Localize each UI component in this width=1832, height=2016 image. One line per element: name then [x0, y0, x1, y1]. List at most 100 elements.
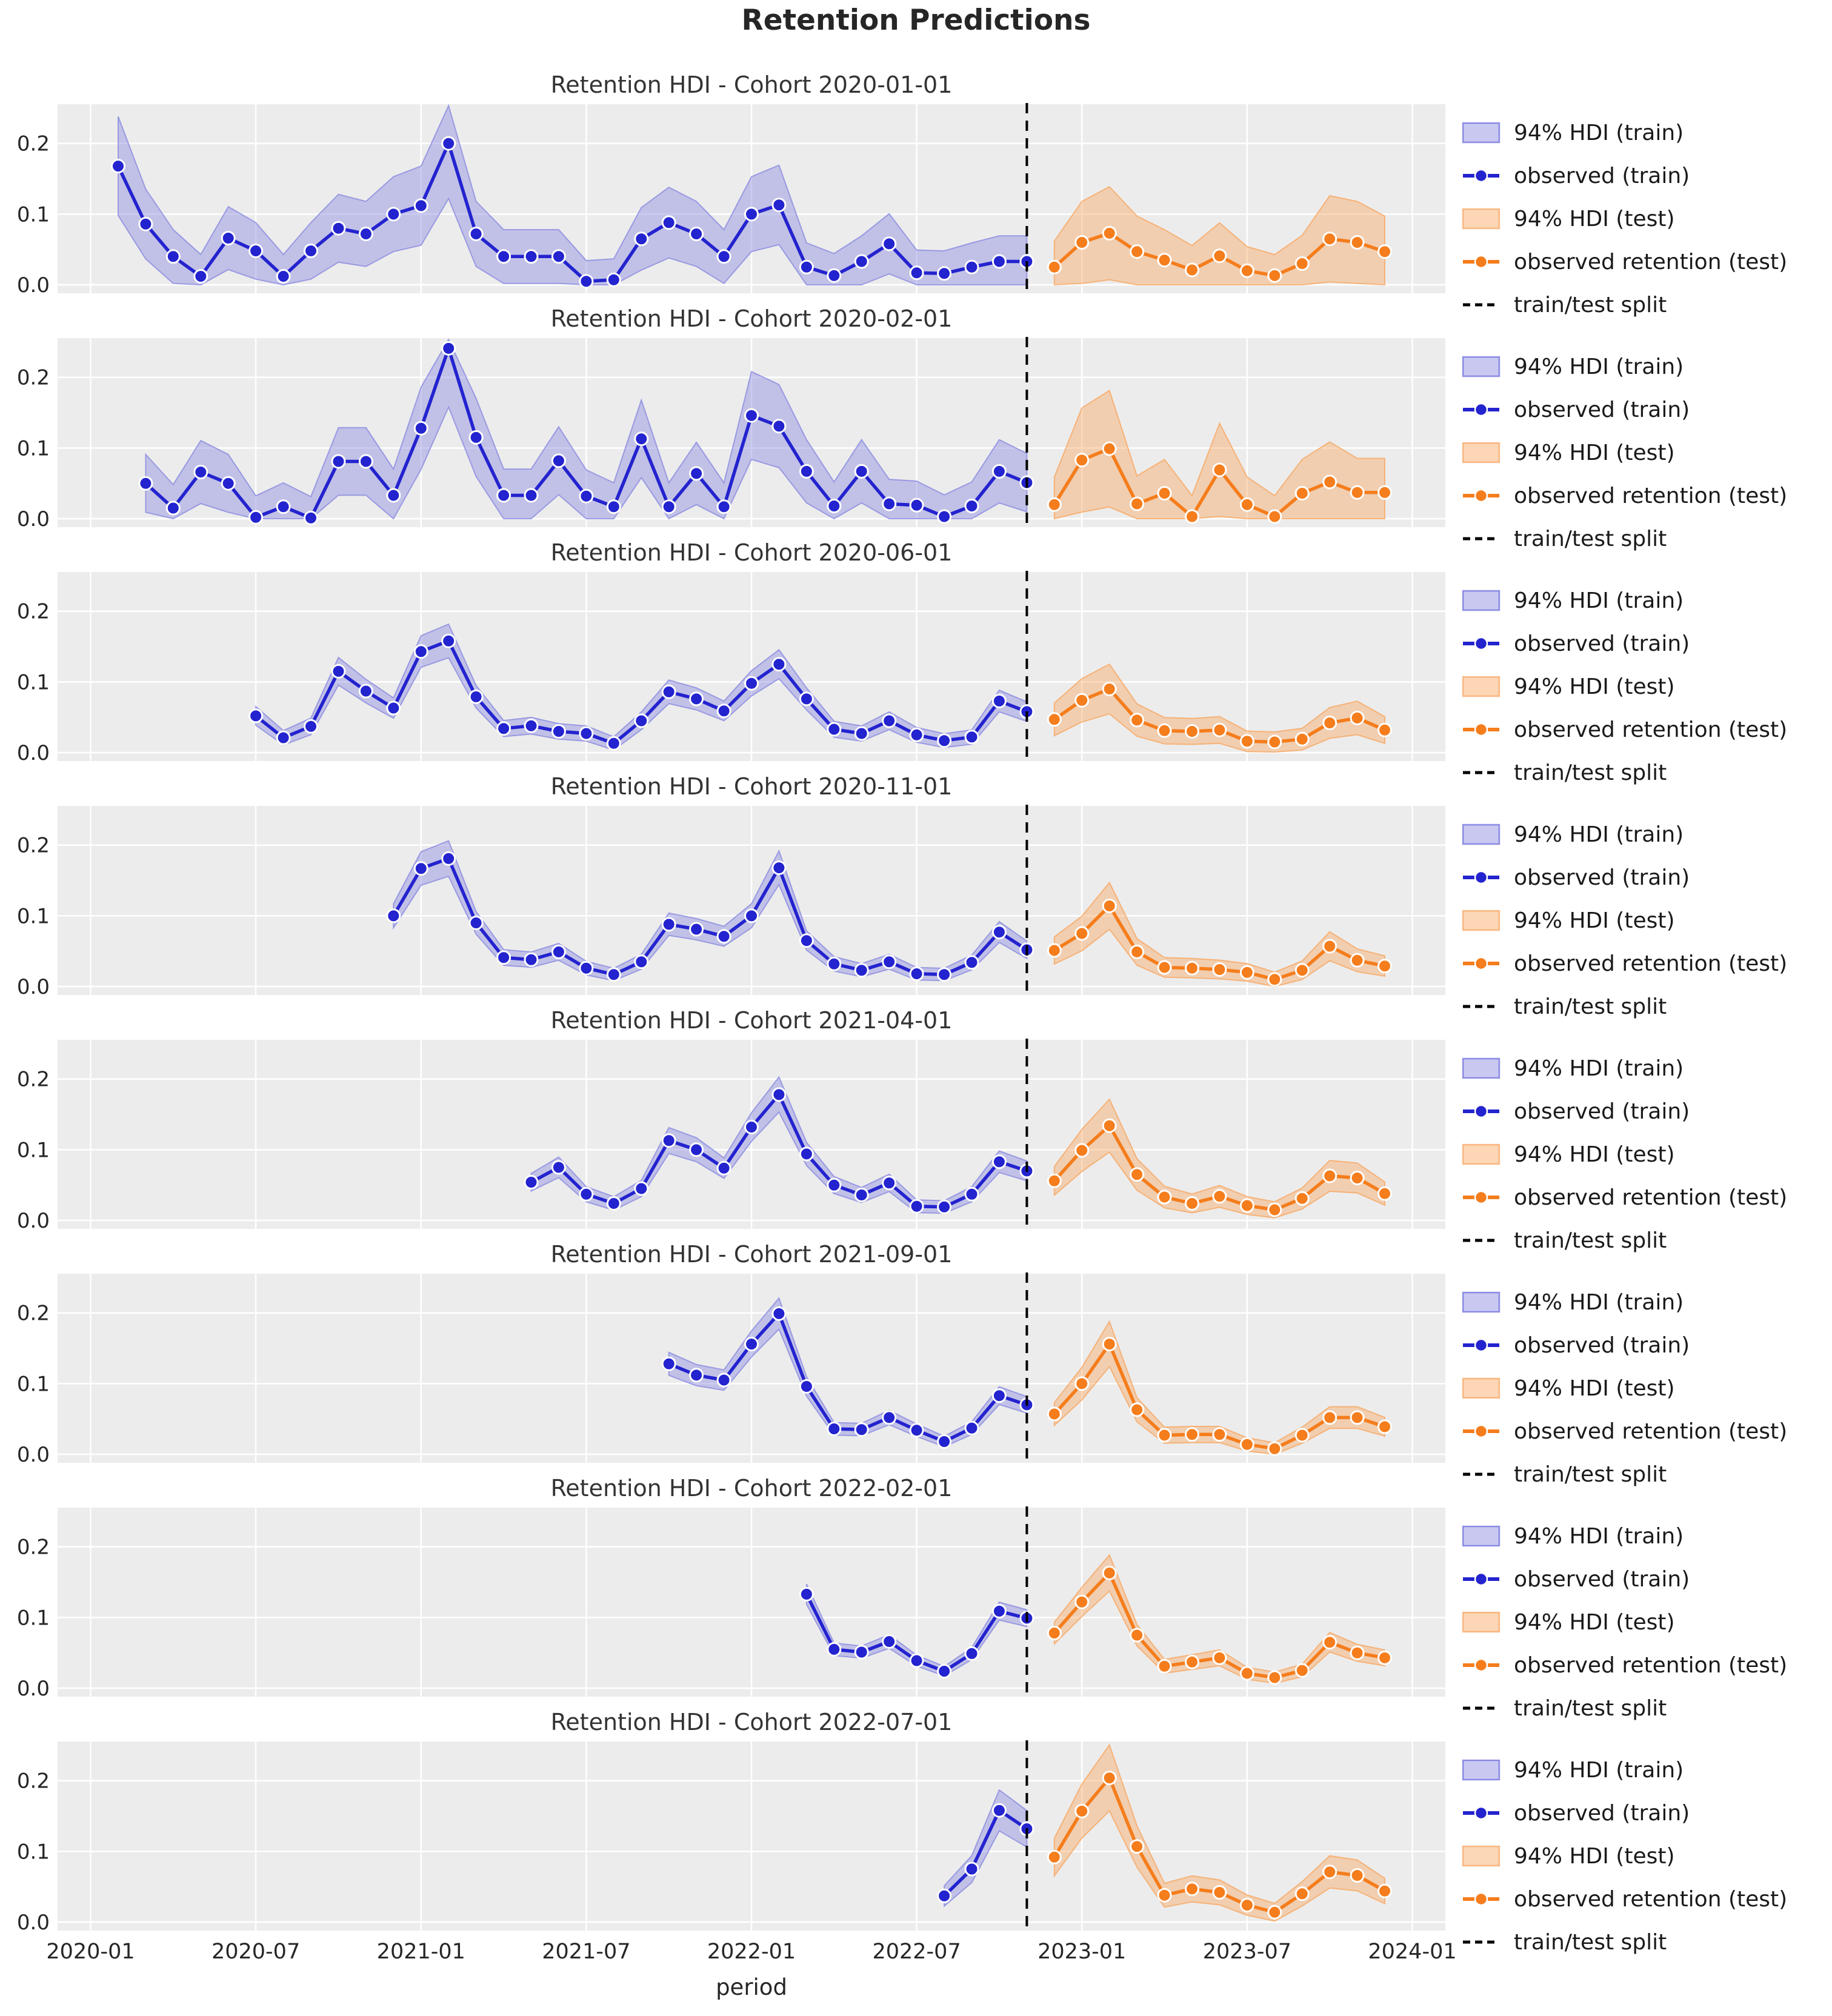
legend-swatch-band-test-icon — [1462, 1607, 1501, 1637]
legend-swatch-split-icon — [1462, 1459, 1501, 1489]
data-point-train — [854, 254, 869, 269]
legend-item-line-train: observed (train) — [1462, 628, 1825, 659]
data-point-test — [1130, 944, 1145, 959]
legend-swatch-line-train-icon — [1462, 1330, 1501, 1360]
data-point-train — [854, 1645, 869, 1660]
data-point-train — [827, 499, 842, 513]
y-tick-label: 0.1 — [17, 1840, 50, 1864]
y-tick-label: 0.2 — [17, 366, 50, 390]
hdi-band-test — [1053, 881, 1385, 988]
data-point-train — [524, 249, 539, 264]
legend-item-band-test: 94% HDI (test) — [1462, 1841, 1825, 1871]
panel-title: Retention HDI - Cohort 2022-07-01 — [550, 1709, 953, 1735]
data-point-test — [1239, 1437, 1254, 1452]
data-point-train — [882, 1634, 897, 1649]
data-point-train — [744, 1337, 759, 1352]
data-point-train — [771, 1087, 787, 1102]
data-point-test — [1377, 485, 1392, 500]
data-point-train — [937, 1199, 952, 1214]
data-point-test — [1267, 1905, 1282, 1920]
data-point-train — [661, 215, 676, 230]
data-point-test — [1294, 486, 1310, 501]
data-point-test — [1239, 965, 1254, 980]
legend-swatch-band-test-icon — [1462, 204, 1501, 234]
gridlines — [58, 104, 1445, 293]
legend-item-split: train/test split — [1462, 1927, 1825, 1957]
x-tick-label: 2021-07 — [542, 1940, 630, 1964]
data-point-test — [1102, 1565, 1117, 1580]
data-point-test — [1130, 1167, 1145, 1182]
observed-points-test — [1047, 682, 1392, 750]
observed-points-train — [248, 633, 1034, 751]
data-point-train — [964, 1420, 979, 1435]
legend-item-band-test: 94% HDI (test) — [1462, 1373, 1825, 1403]
y-tick-label: 0.2 — [17, 600, 50, 624]
legend-label: 94% HDI (train) — [1514, 354, 1684, 379]
legend-item-split: train/test split — [1462, 757, 1825, 788]
data-point-train — [689, 1142, 704, 1157]
legend-swatch-line-test-icon — [1462, 1650, 1501, 1680]
legend-label: observed (train) — [1514, 631, 1690, 656]
legend-label: train/test split — [1514, 1929, 1667, 1955]
data-point-train — [937, 1664, 952, 1678]
y-tick-label: 0.1 — [17, 1372, 50, 1396]
panel-title: Retention HDI - Cohort 2022-02-01 — [550, 1475, 953, 1502]
data-point-test — [1047, 1849, 1062, 1865]
data-point-test — [1047, 497, 1062, 512]
data-point-test — [1157, 1428, 1172, 1443]
y-tick-label: 0.1 — [17, 904, 50, 928]
data-point-test — [1294, 1663, 1310, 1678]
data-point-test — [1157, 960, 1172, 975]
panel-title: Retention HDI - Cohort 2021-04-01 — [550, 1007, 953, 1034]
data-point-test — [1212, 248, 1227, 264]
legend-swatch-band-train-icon — [1462, 585, 1501, 616]
x-tick-label: 2022-07 — [872, 1940, 961, 1964]
data-point-train — [579, 1186, 594, 1202]
legend-label: observed (train) — [1514, 1566, 1690, 1592]
data-point-test — [1074, 1376, 1090, 1391]
legend-item-band-test: 94% HDI (test) — [1462, 905, 1825, 936]
legend-swatch-band-test-icon — [1462, 1373, 1501, 1403]
y-tick-label: 0.2 — [17, 132, 50, 156]
data-point-test — [1377, 1883, 1392, 1898]
data-point-train — [358, 684, 373, 699]
legend-item-band-test: 94% HDI (test) — [1462, 204, 1825, 234]
data-point-train — [937, 1434, 952, 1449]
data-point-train — [689, 227, 704, 241]
legend: 94% HDI (train) observed (train) 94% HDI (… — [1462, 1287, 1825, 1502]
data-point-train — [827, 956, 842, 971]
legend-swatch-band-train-icon — [1462, 819, 1501, 850]
legend-swatch-split-icon — [1462, 1693, 1501, 1723]
data-point-train — [909, 1653, 924, 1668]
data-point-test — [1322, 474, 1337, 490]
legend-swatch-line-train-icon — [1462, 628, 1501, 659]
legend-swatch-line-test-icon — [1462, 1884, 1501, 1914]
legend-label: observed (train) — [1514, 1332, 1690, 1358]
legend-item-band-train: 94% HDI (train) — [1462, 585, 1825, 616]
data-point-train — [386, 207, 401, 222]
x-tick-label: 2024-01 — [1368, 1940, 1456, 1964]
data-point-train — [964, 955, 979, 970]
legend-item-split: train/test split — [1462, 290, 1825, 320]
legend-item-band-train: 94% HDI (train) — [1462, 1287, 1825, 1317]
data-point-test — [1212, 722, 1227, 737]
legend-item-line-test: observed retention (test) — [1462, 1650, 1825, 1680]
data-point-test — [1322, 939, 1337, 954]
data-point-train — [111, 159, 125, 174]
data-point-test — [1350, 710, 1365, 725]
legend-label: 94% HDI (test) — [1514, 1376, 1675, 1401]
legend-label: 94% HDI (train) — [1514, 120, 1684, 145]
legend-swatch-line-test-icon — [1462, 948, 1501, 979]
data-point-train — [854, 1188, 869, 1202]
data-point-train — [579, 960, 594, 976]
data-point-train — [661, 917, 676, 932]
data-point-test — [1239, 1666, 1254, 1681]
legend-swatch-line-test-icon — [1462, 1416, 1501, 1446]
data-point-train — [304, 244, 318, 258]
panel-title: Retention HDI - Cohort 2020-06-01 — [550, 539, 953, 566]
data-point-test — [1239, 1198, 1254, 1213]
x-tick-label: 2020-01 — [46, 1940, 135, 1964]
data-point-train — [799, 933, 814, 948]
legend-item-line-test: observed retention (test) — [1462, 1416, 1825, 1446]
